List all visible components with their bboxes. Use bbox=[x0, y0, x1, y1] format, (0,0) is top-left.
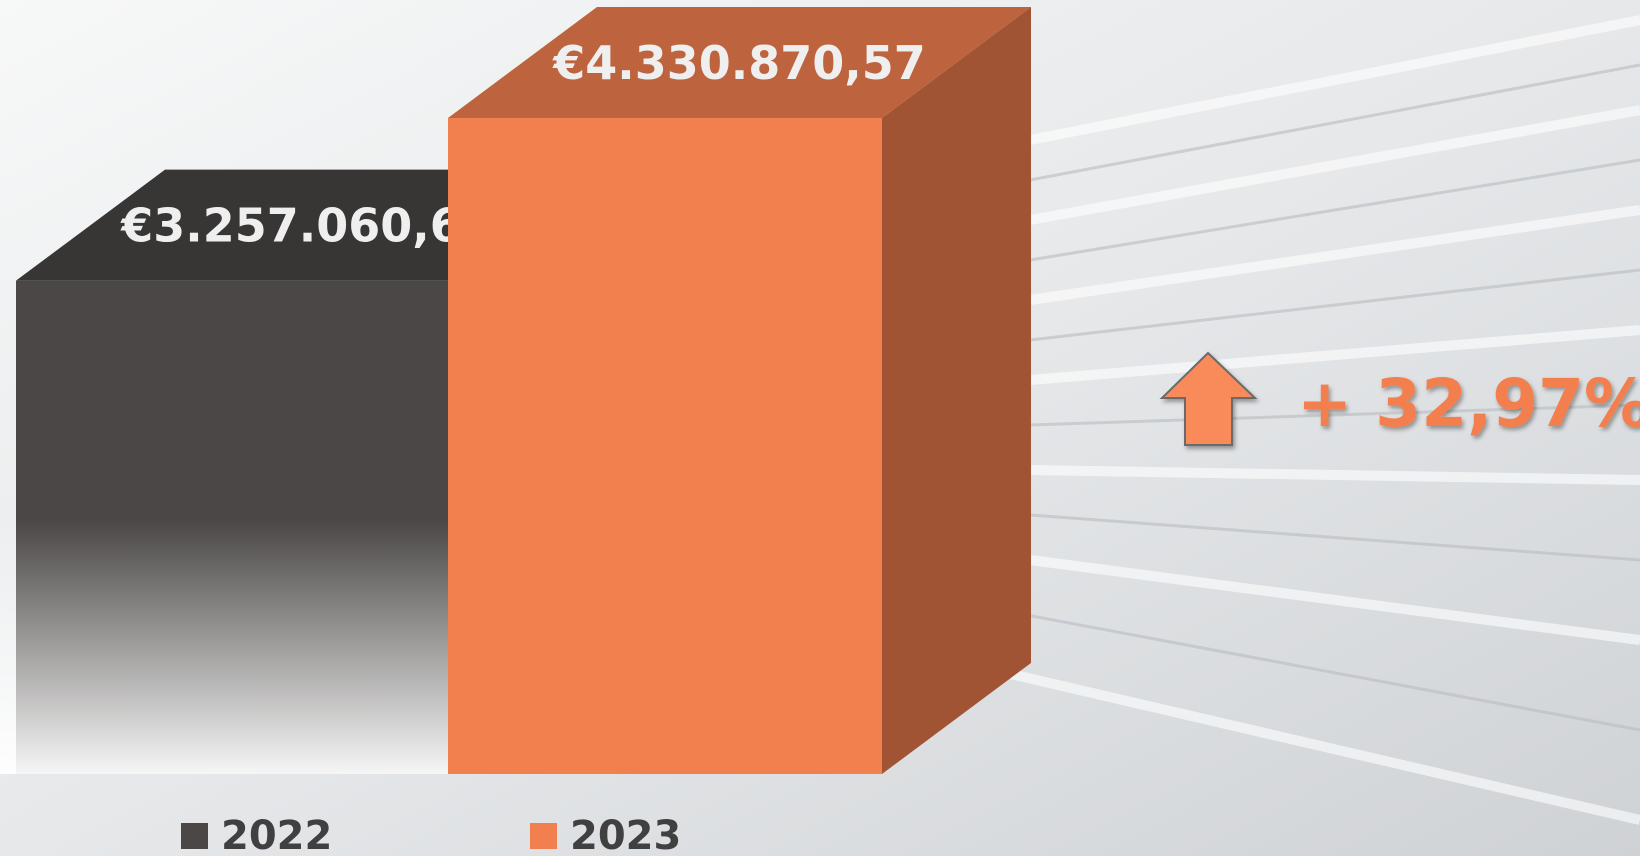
building-lines bbox=[999, 63, 1640, 732]
up-arrow bbox=[1159, 351, 1258, 446]
bar-side bbox=[882, 7, 1031, 774]
legend-swatch bbox=[530, 823, 557, 849]
value-label: €4.330.870,57 bbox=[552, 36, 926, 90]
building-lines bbox=[948, 15, 1640, 825]
legend-label: 2023 bbox=[570, 813, 681, 856]
legend-label: 2022 bbox=[221, 813, 332, 856]
annotation: + 32,97% bbox=[1297, 365, 1640, 442]
bar-top bbox=[448, 7, 1031, 118]
value-label: €3.257.060,68 bbox=[120, 199, 494, 253]
legend-swatch bbox=[181, 823, 208, 849]
bar bbox=[448, 118, 882, 774]
